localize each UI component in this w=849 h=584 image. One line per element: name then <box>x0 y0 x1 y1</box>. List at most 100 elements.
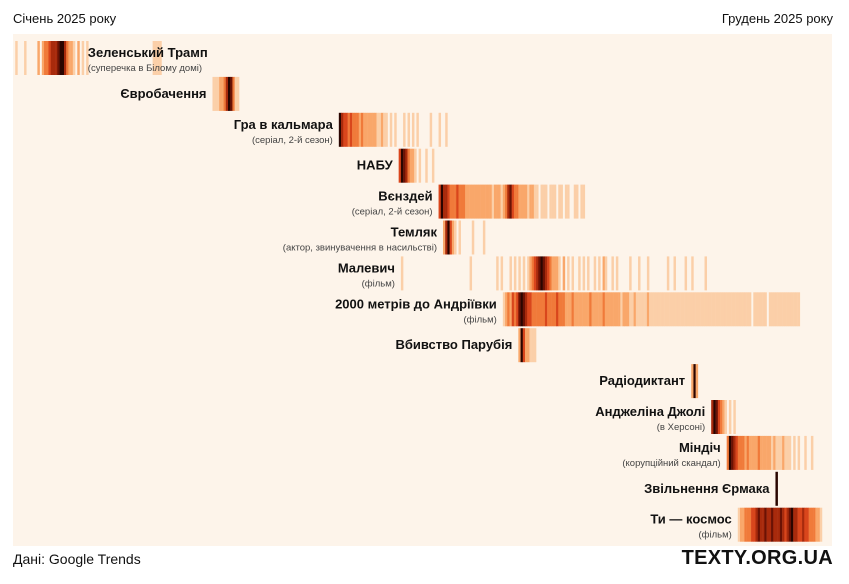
day-cell <box>571 292 575 327</box>
day-cell <box>513 292 517 327</box>
day-cell <box>354 112 357 147</box>
day-cell <box>649 292 652 327</box>
day-cell <box>520 292 524 327</box>
day-cell <box>451 184 455 219</box>
day-cell <box>615 292 619 327</box>
day-cell <box>57 41 60 75</box>
day-cell <box>558 256 561 291</box>
day-cell <box>731 292 734 327</box>
day-cell <box>704 292 707 327</box>
day-cell <box>569 292 572 327</box>
day-cell <box>369 112 373 147</box>
day-cell <box>474 184 477 219</box>
day-cell <box>775 507 778 542</box>
day-cell <box>338 112 342 147</box>
day-cell <box>416 112 419 147</box>
day-cell <box>227 76 231 111</box>
data-source: Дані: Google Trends <box>13 551 141 567</box>
day-cell <box>646 292 650 327</box>
day-cell <box>753 292 756 327</box>
day-cell <box>367 112 371 147</box>
topic-title: Вбивство Парубія <box>395 337 512 352</box>
day-cell <box>383 112 386 147</box>
day-cell <box>753 507 756 542</box>
day-cell <box>782 507 785 542</box>
day-cell <box>37 41 40 75</box>
day-cell <box>584 292 588 327</box>
day-cell <box>159 41 162 75</box>
day-cell <box>808 507 812 542</box>
day-cell <box>509 256 512 291</box>
day-cell <box>724 292 727 327</box>
day-cell <box>496 184 499 219</box>
day-cell <box>72 41 76 75</box>
day-cell <box>691 256 694 291</box>
day-cell <box>768 292 772 327</box>
day-cell <box>544 256 548 291</box>
day-cell <box>385 112 388 147</box>
day-cell <box>768 507 772 542</box>
topic-row: Міндіч (корупційний скандал) <box>622 435 814 470</box>
day-cell <box>529 328 532 363</box>
day-cell <box>629 292 632 327</box>
day-cell <box>522 328 526 363</box>
topic-row: Гра в кальмара (серіал, 2-й сезон) <box>234 112 448 147</box>
day-cell <box>59 41 63 75</box>
day-cell <box>737 292 741 327</box>
day-cell <box>414 148 417 183</box>
day-cell <box>708 292 712 327</box>
topic-title: Радіодиктант <box>599 373 685 388</box>
day-cell <box>669 292 672 327</box>
day-cell <box>733 400 736 434</box>
day-cell <box>567 256 570 291</box>
day-cell <box>509 184 512 219</box>
day-cell <box>762 435 765 470</box>
day-cell <box>487 184 490 219</box>
day-cell <box>600 292 603 327</box>
day-cell <box>567 292 570 327</box>
day-cell <box>715 292 719 327</box>
day-cell <box>766 435 770 470</box>
day-cell <box>611 292 614 327</box>
day-cell <box>757 507 761 542</box>
day-cell <box>489 184 492 219</box>
day-cell <box>733 435 736 470</box>
day-cell <box>697 292 701 327</box>
day-cell <box>538 256 541 291</box>
day-cell <box>782 292 785 327</box>
day-cell <box>542 256 546 291</box>
day-cell <box>573 292 577 327</box>
day-cell <box>358 112 362 147</box>
day-cell <box>764 435 767 470</box>
day-cell <box>549 292 552 327</box>
topic-title: Євробачення <box>120 86 206 101</box>
day-cell <box>46 41 49 75</box>
day-cell <box>447 220 450 255</box>
day-cell <box>715 400 719 434</box>
day-cell <box>403 112 406 147</box>
day-cell <box>394 112 397 147</box>
day-cell <box>607 292 610 327</box>
topic-subtitle: (серіал, 2-й сезон) <box>252 135 333 146</box>
day-cell <box>485 184 488 219</box>
day-cell <box>726 292 730 327</box>
topic-subtitle: (серіал, 2-й сезон) <box>352 207 433 218</box>
day-cell <box>553 256 557 291</box>
day-cell <box>442 220 446 255</box>
day-cell <box>631 292 634 327</box>
day-cell <box>711 292 714 327</box>
day-cell <box>507 292 510 327</box>
day-cell <box>471 220 475 255</box>
topic-subtitle: (актор, звинувачення в насильстві) <box>283 243 437 254</box>
topic-row: Малевич (фільм) <box>338 256 707 291</box>
day-cell <box>748 435 752 470</box>
day-cell <box>236 76 240 111</box>
day-cell <box>682 292 685 327</box>
day-cell <box>575 184 579 219</box>
day-cell <box>509 292 512 327</box>
day-cell <box>802 507 805 542</box>
day-cell <box>720 400 723 434</box>
day-cell <box>759 292 763 327</box>
day-cell <box>360 112 364 147</box>
